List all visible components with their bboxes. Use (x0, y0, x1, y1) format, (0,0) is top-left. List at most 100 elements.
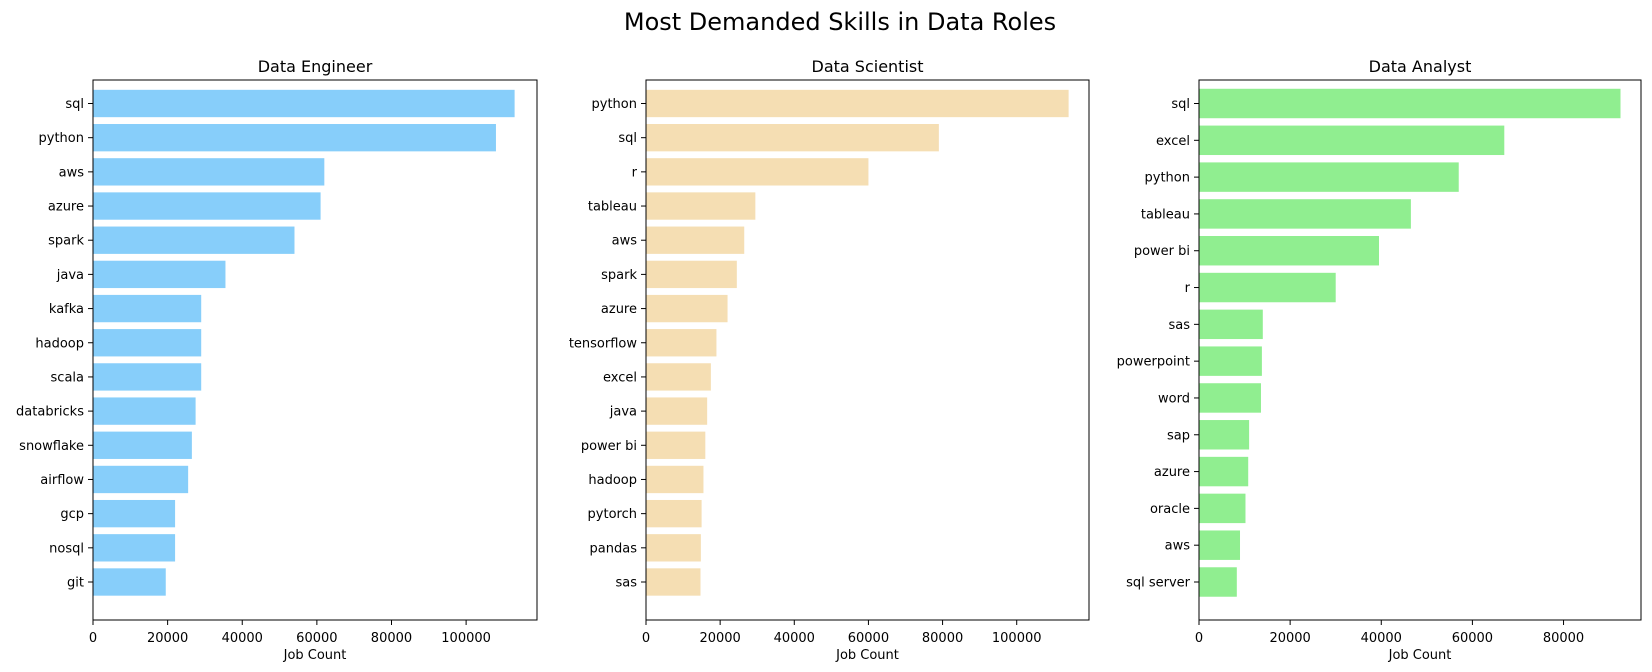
y-tick-label: pytorch (588, 507, 637, 522)
y-tick-label: aws (612, 234, 638, 249)
x-tick-label: 40000 (222, 631, 263, 646)
bar (1199, 272, 1336, 303)
x-tick-label: 60000 (296, 631, 337, 646)
bar (646, 568, 701, 596)
bar (646, 226, 745, 254)
y-tick-label: word (1158, 391, 1190, 406)
x-tick-label: 20000 (699, 631, 740, 646)
bar (1199, 199, 1411, 229)
bar (1199, 162, 1459, 192)
subplot-3: sql excel python tableau power bi r sas powerpo… (1117, 57, 1642, 663)
y-tick-label: sql (618, 131, 637, 146)
bar (646, 329, 717, 357)
bar (1199, 530, 1241, 560)
bar (1199, 420, 1250, 450)
bar (1199, 567, 1237, 597)
y-tick-label: sap (1167, 428, 1190, 443)
y-tick-label: python (1145, 171, 1190, 186)
axes-frame (1198, 79, 1642, 621)
bar (646, 192, 756, 220)
y-tick-label: scala (51, 370, 84, 385)
bar (646, 294, 728, 323)
y-tick-label: snowflake (19, 439, 84, 454)
bar (1199, 125, 1505, 156)
bar (93, 397, 196, 425)
figure-title: Most Demanded Skills in Data Roles (624, 8, 1056, 36)
y-tick-label: r (1185, 281, 1191, 296)
subplot-title: Data Scientist (812, 57, 924, 76)
bar (93, 158, 325, 186)
bar (646, 534, 701, 562)
subplots: sql python aws azure spark java kafka hadoop sca… (16, 57, 1642, 663)
y-tick-label: spark (601, 268, 637, 283)
y-tick-label: tableau (588, 200, 637, 215)
y-tick-label: azure (1154, 465, 1190, 480)
bar (93, 294, 202, 323)
bar (1199, 383, 1261, 413)
y-tick-label: azure (601, 302, 637, 317)
bar (646, 124, 939, 152)
y-tick-label: sas (1168, 318, 1190, 333)
y-tick-label: java (56, 268, 84, 283)
y-tick-label: hadoop (35, 336, 84, 351)
bar (93, 260, 226, 289)
x-axis-label: Job Count (835, 648, 899, 663)
bar (646, 89, 1069, 118)
bar (93, 534, 176, 562)
y-tick-label: airflow (40, 473, 84, 488)
y-tick-label: r (632, 165, 638, 180)
bar (1199, 309, 1263, 340)
bar (646, 397, 708, 425)
y-tick-label: power bi (1134, 244, 1190, 259)
y-tick-label: hadoop (588, 473, 637, 488)
y-tick-label: databricks (16, 405, 84, 420)
bar (93, 568, 166, 596)
x-tick-label: 80000 (922, 631, 963, 646)
bar (646, 431, 706, 459)
bar (1199, 346, 1262, 376)
y-tick-label: java (609, 405, 637, 420)
y-tick-label: powerpoint (1117, 355, 1190, 370)
x-axis-label: Job Count (283, 648, 347, 663)
x-tick-label: 100000 (441, 631, 491, 646)
y-tick-label: kafka (49, 302, 84, 317)
bar (93, 89, 515, 118)
axes-frame (645, 79, 1090, 621)
y-tick-label: sql server (1126, 576, 1191, 591)
x-tick-label: 0 (1195, 631, 1203, 646)
x-tick-label: 0 (89, 631, 97, 646)
bar (93, 226, 295, 254)
y-tick-label: spark (48, 234, 84, 249)
x-axis-label: Job Count (1388, 648, 1452, 663)
subplot-title: Data Engineer (258, 57, 373, 76)
y-tick-label: aws (59, 165, 85, 180)
y-tick-label: azure (48, 200, 84, 215)
bar (1199, 456, 1249, 487)
y-tick-label: excel (1156, 134, 1190, 149)
y-tick-label: oracle (1150, 502, 1190, 517)
subplot-2: python sql r tableau aws spark azure tensorflow… (569, 57, 1090, 663)
x-tick-label: 0 (642, 631, 650, 646)
y-tick-label: aws (1165, 539, 1191, 554)
bar (93, 329, 202, 357)
bar (1199, 88, 1621, 119)
y-tick-label: tensorflow (569, 336, 638, 351)
x-tick-label: 40000 (774, 631, 815, 646)
y-tick-label: sas (615, 576, 637, 591)
x-tick-label: 100000 (992, 631, 1042, 646)
bar (1199, 493, 1246, 524)
x-tick-label: 80000 (371, 631, 412, 646)
bar (646, 499, 702, 528)
y-tick-label: python (39, 131, 84, 146)
subplot-title: Data Analyst (1369, 57, 1472, 76)
subplot-1: sql python aws azure spark java kafka hadoop sca… (16, 57, 538, 663)
y-tick-label: tableau (1141, 207, 1190, 222)
y-tick-label: python (592, 97, 637, 112)
bar (93, 499, 176, 528)
x-tick-label: 20000 (147, 631, 188, 646)
y-tick-label: gcp (60, 507, 84, 522)
axes-frame (92, 79, 538, 621)
bar (646, 363, 711, 391)
y-tick-label: power bi (581, 439, 637, 454)
